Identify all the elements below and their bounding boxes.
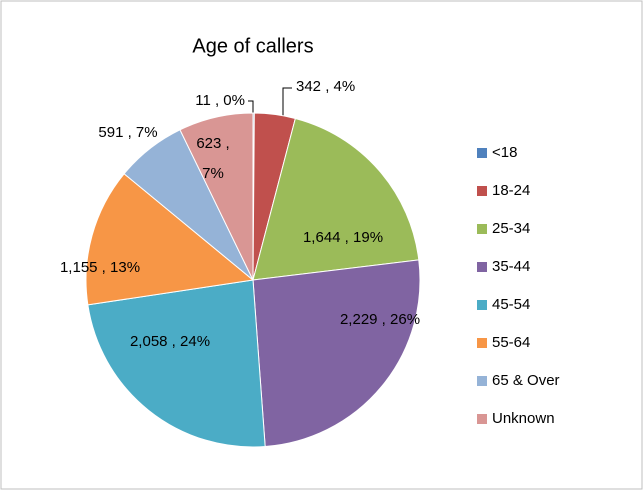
legend-label: 55-64: [492, 334, 530, 351]
chart-title: Age of callers: [192, 35, 313, 57]
legend-swatch: [477, 224, 487, 234]
legend-swatch: [477, 262, 487, 272]
legend-label: 35-44: [492, 258, 530, 275]
data-label-text: 623 , 7%: [196, 135, 230, 182]
legend-label: 65 & Over: [492, 372, 560, 389]
legend-label: 45-54: [492, 296, 530, 313]
legend-swatch: [477, 338, 487, 348]
data-label: 2,229 , 26%: [340, 311, 420, 328]
legend-label: <18: [492, 144, 517, 161]
legend-swatch: [477, 376, 487, 386]
legend-label: 25-34: [492, 220, 530, 237]
leader-line: [282, 87, 292, 118]
pie-slice: [252, 117, 420, 281]
legend-swatch: [477, 148, 487, 158]
pie-slice: [252, 259, 421, 448]
legend-label: 18-24: [492, 182, 530, 199]
leader-line: [248, 100, 254, 116]
legend-swatch: [477, 300, 487, 310]
data-label: 591 , 7%: [98, 124, 157, 141]
pie-slice: [179, 112, 254, 281]
data-label: 1,155 , 13%: [60, 259, 140, 276]
data-label: 1,644 , 19%: [303, 229, 383, 246]
legend-swatch: [477, 186, 487, 196]
data-label: 342 , 4%: [296, 78, 355, 95]
data-label: 2,058 , 24%: [130, 333, 210, 350]
legend-swatch: [477, 414, 487, 424]
pie-slice: [85, 173, 255, 306]
legend-label: Unknown: [492, 410, 555, 427]
data-label: 11 , 0%: [195, 92, 245, 109]
data-label: 623 , 7%: [196, 135, 230, 182]
pie-slice: [87, 279, 266, 448]
